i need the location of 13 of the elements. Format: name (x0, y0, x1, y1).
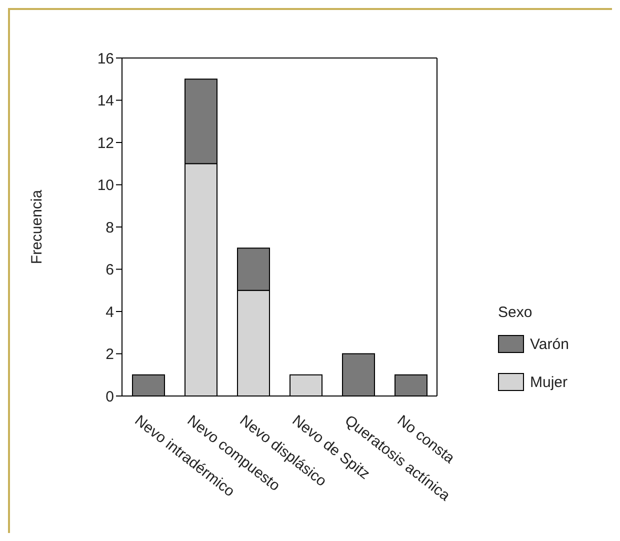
y-tick-label: 0 (106, 388, 114, 406)
y-tick-label: 12 (97, 134, 114, 152)
y-tick-label: 14 (97, 92, 114, 110)
y-tick-label: 8 (106, 219, 114, 236)
legend-title: Sexo (498, 304, 534, 321)
legend-label: Varón (530, 336, 569, 352)
y-axis-title: Frecuencia (28, 189, 46, 264)
y-tick-label: 6 (106, 262, 114, 279)
y-tick-label: 10 (97, 177, 114, 194)
y-tick-label: 16 (97, 50, 114, 68)
y-tick-label: 2 (106, 346, 114, 364)
legend-label: Mujer (530, 374, 568, 390)
y-tick-label: 4 (106, 304, 114, 321)
